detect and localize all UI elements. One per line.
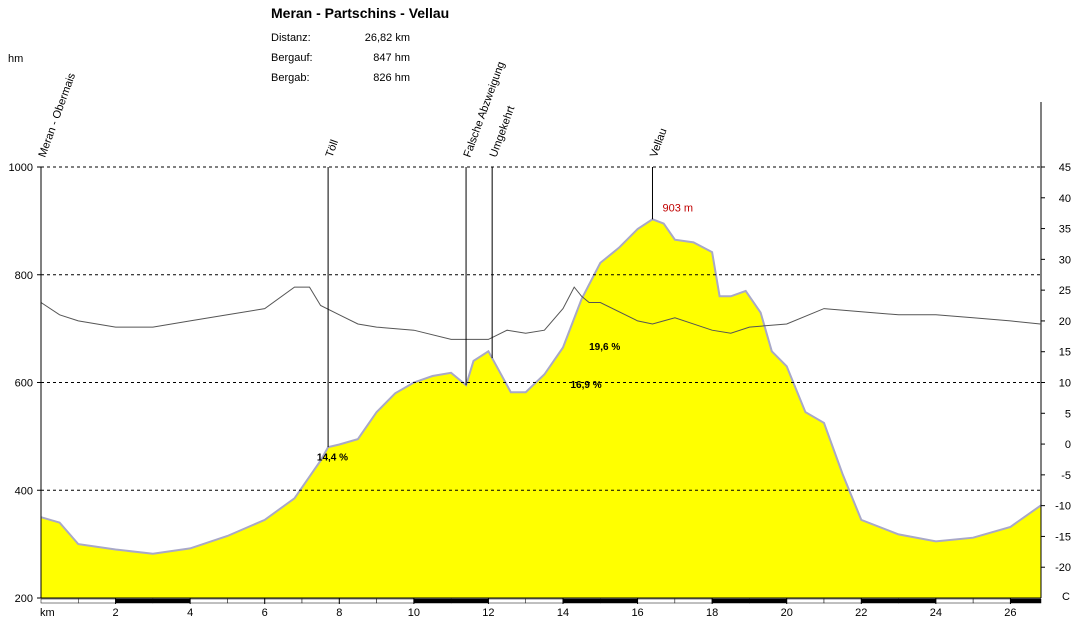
y2-tick-label: 30 [1059,254,1071,266]
y-tick-label: 400 [15,485,33,497]
km-scale-segment [189,598,228,604]
y2-tick-label: 45 [1059,162,1071,174]
x-tick-label: 16 [631,607,643,619]
km-scale-segment [600,598,638,604]
km-scale-segment [786,598,825,604]
km-scale-segment [674,598,713,604]
y-tick-label: 600 [15,378,33,390]
km-scale-segment [1010,598,1042,604]
y2-tick-label: -20 [1055,562,1071,574]
km-scale-segment [115,598,154,604]
x-axis-unit-label: km [40,607,55,619]
km-scale-segment [823,598,862,604]
y2-tick-label: 25 [1059,285,1071,297]
km-scale-segment [749,598,787,604]
waypoint-label: Umgekehrt [488,104,518,159]
waypoint-label: Meran - Obermais [37,71,79,159]
km-scale-segment [40,598,79,604]
y2-tick-label: 35 [1059,224,1071,236]
x-tick-label: 26 [1004,607,1016,619]
stat-descent-value: 826 hm [373,72,410,84]
km-scale-segment [525,598,564,604]
km-scale-segment [861,598,899,604]
gradient-label: 16,9 % [570,380,601,391]
km-scale-segment [711,598,750,604]
km-scale-segment [488,598,526,604]
km-scale-segment [972,598,1011,604]
km-scale-segment [637,598,676,604]
y2-tick-label: -5 [1061,470,1071,482]
y2-tick-label: 40 [1059,193,1071,205]
y2-tick-label: -15 [1055,531,1071,543]
y2-tick-label: 0 [1065,439,1071,451]
elevation-area [41,219,1041,599]
km-scale-segment [301,598,340,604]
stat-ascent-label: Bergauf: [271,52,313,64]
km-scale-segment [339,598,377,604]
km-scale-segment [376,598,415,604]
km-scale-segment [227,598,265,604]
stat-distance-label: Distanz: [271,32,311,44]
y-axis-unit-label: hm [8,53,23,65]
waypoint-label: Vellau [648,127,670,159]
y-tick-label: 800 [15,270,33,282]
y2-tick-label: -10 [1055,501,1071,513]
y-tick-label: 200 [15,593,33,605]
km-scale-segment [935,598,974,604]
stat-ascent-value: 847 hm [373,52,410,64]
x-tick-label: 4 [187,607,193,619]
x-tick-label: 20 [781,607,793,619]
stat-distance-value: 26,82 km [365,32,410,44]
km-scale-segment [898,598,937,604]
gradient-label: 19,6 % [589,342,620,353]
x-tick-label: 8 [336,607,342,619]
km-scale-segment [450,598,489,604]
elevation-line [40,218,1042,555]
waypoint-label: Töll [324,138,341,159]
gradient-label: 14,4 % [317,453,348,464]
km-scale-segment [152,598,191,604]
km-scale-segment [562,598,601,604]
y2-axis-unit-label: C [1062,591,1070,603]
y-tick-label: 1000 [9,162,33,174]
y2-tick-label: 15 [1059,347,1071,359]
x-tick-label: 18 [706,607,718,619]
km-scale-segment [413,598,452,604]
y2-tick-label: 10 [1059,378,1071,390]
x-tick-label: 10 [408,607,420,619]
chart-title: Meran - Partschins - Vellau [271,5,449,21]
x-tick-label: 12 [482,607,494,619]
x-tick-label: 22 [855,607,867,619]
y2-tick-label: 5 [1065,408,1071,420]
x-tick-label: 14 [557,607,569,619]
y2-tick-label: 20 [1059,316,1071,328]
x-tick-label: 2 [113,607,119,619]
km-scale-segment [78,598,116,604]
stat-descent-label: Bergab: [271,72,310,84]
km-scale-segment [264,598,303,604]
peak-elevation-label: 903 m [662,202,693,214]
temperature-line [40,286,1041,340]
x-tick-label: 24 [930,607,942,619]
x-tick-label: 6 [262,607,268,619]
